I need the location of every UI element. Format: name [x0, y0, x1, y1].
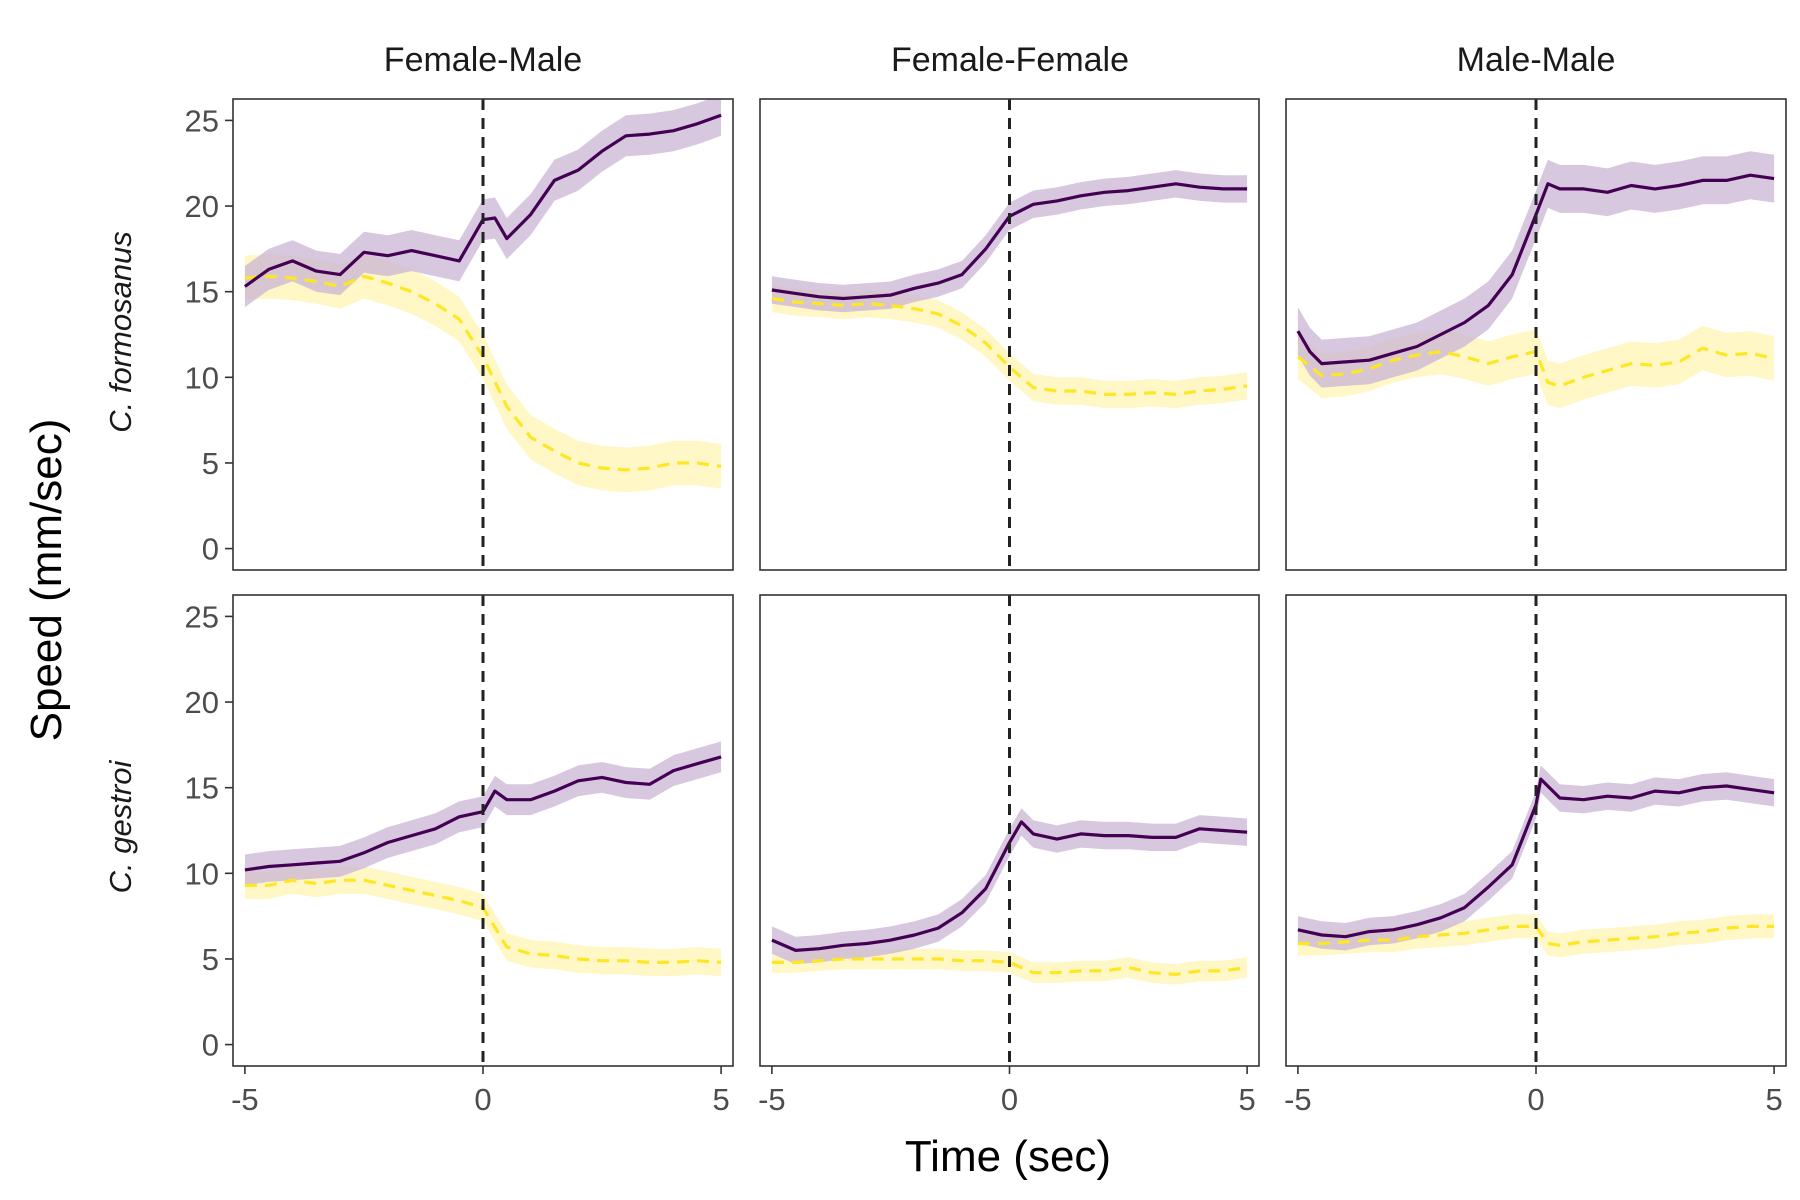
plot-area-c-gestroi-male-male [1297, 595, 1775, 1066]
purple-solid-series-line [244, 755, 722, 872]
y-axis-title: Speed (mm/sec) [22, 419, 71, 742]
x-tick-label: 5 [1238, 1082, 1255, 1117]
x-tick-label: -5 [1284, 1082, 1312, 1117]
x-tick-label: -5 [231, 1082, 259, 1117]
strip-label-female-female: Female-Female [891, 41, 1129, 79]
y-tick-label: 15 [185, 275, 219, 310]
yellow-dashed-series-line [771, 296, 1248, 396]
y-tick-label: 10 [185, 856, 219, 891]
y-tick-label: 5 [202, 446, 219, 481]
x-tick-label: 0 [1001, 1082, 1018, 1117]
panel-c-formosanus-female-female [759, 98, 1260, 571]
purple-confidence-band [771, 808, 1248, 965]
row-label-c-gestroi: C. gestroi [103, 760, 138, 894]
y-tick-label: 25 [185, 103, 219, 138]
column-strip-labels: Female-Male Female-Female Male-Male [384, 41, 1616, 79]
x-tick-label: 0 [474, 1082, 491, 1117]
panel-c-gestroi-male-male: -5 0 5 [1284, 594, 1787, 1117]
x-tick-label: -5 [758, 1082, 786, 1117]
y-tick-label: 20 [185, 189, 219, 224]
facet-panels: 0 5 10 15 20 25 0 5 10 15 20 25 -5 0 5 -5 0 5 -5 0 5 [185, 98, 1787, 1117]
y-tick-label: 0 [202, 1028, 219, 1063]
yellow-confidence-band [771, 284, 1248, 409]
purple-confidence-band [1297, 151, 1775, 388]
y-tick-label: 15 [185, 771, 219, 806]
y-tick-label: 20 [185, 685, 219, 720]
purple-solid-series-line [243, 113, 722, 288]
strip-label-female-male: Female-Male [384, 41, 582, 79]
x-tick-label: 5 [712, 1082, 729, 1117]
x-tick-label: 0 [1527, 1082, 1544, 1117]
y-tick-label: 10 [185, 360, 219, 395]
panel-c-formosanus-female-male: 0 5 10 15 20 25 [185, 98, 734, 571]
plot-area-c-formosanus-female-male [243, 99, 722, 570]
plot-area-c-gestroi-female-female [771, 595, 1248, 1066]
plot-area-c-formosanus-male-male [1296, 99, 1775, 570]
yellow-dashed-series-line [1296, 346, 1775, 388]
panel-c-formosanus-male-male [1285, 98, 1787, 571]
strip-label-male-male: Male-Male [1457, 41, 1616, 79]
panel-border [759, 98, 1260, 571]
panel-c-gestroi-female-female: -5 0 5 [758, 594, 1260, 1117]
y-tick-label: 25 [185, 599, 219, 634]
y-tick-label: 5 [202, 942, 219, 977]
row-label-c-formosanus: C. formosanus [103, 231, 138, 433]
panel-c-gestroi-female-male: 0 5 10 15 20 25 -5 0 5 [185, 594, 734, 1117]
purple-solid-series-line [1297, 777, 1775, 939]
panel-border [232, 98, 734, 571]
plot-area-c-formosanus-female-female [771, 99, 1248, 570]
purple-solid-series-line [771, 820, 1248, 952]
panel-border [1285, 98, 1787, 571]
x-axis-title: Time (sec) [905, 1132, 1111, 1181]
yellow-dashed-series-line [1297, 924, 1775, 947]
row-labels: C. formosanus C. gestroi [103, 231, 138, 893]
plot-area-c-gestroi-female-male [244, 595, 722, 1066]
x-tick-label: 5 [1765, 1082, 1782, 1117]
y-tick-label: 0 [202, 532, 219, 567]
